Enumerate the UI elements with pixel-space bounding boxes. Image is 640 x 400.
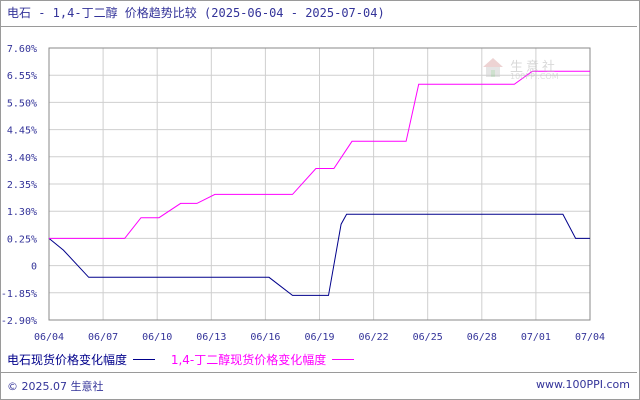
chart-legend: 电石现货价格变化幅度 1,4-丁二醇现货价格变化幅度: [7, 351, 366, 368]
x-tick-label-4: 06/16: [250, 332, 280, 343]
y-tick-label-3: 4.45%: [7, 126, 37, 137]
footer-divider: [1, 372, 637, 373]
y-tick-label-5: 2.35%: [7, 180, 37, 191]
series-line-1: [48, 213, 590, 296]
x-tick-label-9: 07/01: [521, 332, 551, 343]
x-tick-label-0: 06/04: [34, 332, 64, 343]
legend-swatch-series-2: [332, 359, 355, 360]
x-tick-label-3: 06/13: [196, 332, 226, 343]
legend-item-series-1: 电石现货价格变化幅度: [7, 351, 156, 368]
footer-copyright: © 2025.07 生意社: [7, 380, 104, 393]
legend-item-series-2: 1,4-丁二醇现货价格变化幅度: [170, 351, 355, 368]
chart-title: 电石 - 1,4-丁二醇 价格趋势比较 (2025-06-04 - 2025-0…: [7, 4, 385, 21]
watermark-url: 100PPI.COM: [510, 72, 559, 81]
y-tick-label-2: 5.50%: [7, 98, 37, 109]
watermark: 生意社 100PPI.COM: [480, 54, 576, 84]
title-date-range: (2025-06-04 - 2025-07-04): [204, 6, 385, 20]
plot-area: [48, 47, 591, 321]
y-tick-label-1: 6.55%: [7, 71, 37, 82]
y-tick-label-9: -1.85%: [1, 289, 37, 300]
y-tick-label-4: 3.40%: [7, 153, 37, 164]
legend-swatch-series-1: [133, 359, 156, 360]
footer-site-link[interactable]: www.100PPI.com: [536, 378, 630, 391]
x-tick-label-7: 06/25: [413, 332, 443, 343]
x-tick-label-8: 06/28: [467, 332, 497, 343]
series-line-2: [49, 70, 590, 239]
x-tick-label-6: 06/22: [359, 332, 389, 343]
watermark-house-icon: [483, 58, 503, 77]
y-tick-label-10: -2.90%: [1, 316, 37, 327]
title-text: 电石 - 1,4-丁二醇 价格趋势比较: [7, 6, 197, 20]
y-tick-label-0: 7.60%: [7, 44, 37, 55]
watermark-name: 生意社: [510, 60, 559, 75]
x-tick-label-10: 07/04: [575, 332, 605, 343]
y-tick-label-6: 1.30%: [7, 207, 37, 218]
x-tick-label-1: 06/07: [88, 332, 118, 343]
y-tick-label-7: 0.25%: [7, 234, 37, 245]
x-tick-label-2: 06/10: [142, 332, 172, 343]
legend-label-series-1: 电石现货价格变化幅度: [7, 353, 128, 367]
header-divider: [1, 26, 637, 27]
x-tick-label-5: 06/19: [304, 332, 334, 343]
legend-label-series-2: 1,4-丁二醇现货价格变化幅度: [170, 353, 327, 367]
y-tick-label-8: 0: [31, 262, 37, 273]
